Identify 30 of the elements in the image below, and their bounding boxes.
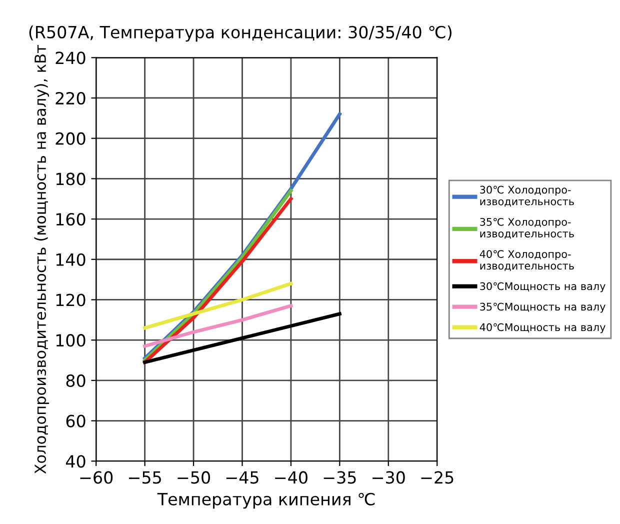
- x-tick-label: −55: [128, 471, 161, 484]
- legend-label: 40℃Мощность на валу: [480, 323, 606, 334]
- legend-label: 40℃ Холодопро- изводительность: [480, 250, 574, 271]
- y-tick-label: 200: [56, 132, 86, 145]
- y-tick-label: 240: [56, 52, 86, 64]
- x-tick-label: −60: [80, 471, 113, 484]
- y-tick-label: 100: [56, 334, 86, 347]
- legend-label: 35℃Мощность на валу: [480, 302, 606, 313]
- line-series: [143, 304, 293, 348]
- x-tick-label: −45: [226, 471, 258, 484]
- y-tick-label: 140: [56, 253, 86, 266]
- y-tick-label: 40: [66, 455, 86, 468]
- line-series: [143, 282, 293, 330]
- y-tick-label: 60: [66, 414, 86, 428]
- y-tick-label: 180: [56, 172, 86, 186]
- y-tick-label: 220: [56, 92, 86, 105]
- chart-title: (R507A, Температура конденсации: 30/35/40 ℃): [29, 26, 452, 42]
- x-tick-label: −40: [275, 471, 308, 484]
- y-tick-label: 120: [56, 294, 86, 306]
- legend-label: 30℃ Холодопро- изводительность: [480, 186, 574, 207]
- y-tick-label: 160: [56, 212, 86, 226]
- y-tick-label: 80: [66, 374, 86, 387]
- legend-label: 30℃Мощность на валу: [480, 282, 606, 292]
- y-axis-title: Холодопроизводительность (мощность на валу), кВт: [34, 44, 50, 474]
- x-tick-label: −25: [421, 471, 454, 484]
- legend-label: 35℃ Холодопро- изводительность: [480, 218, 574, 239]
- x-tick-label: −30: [372, 471, 405, 484]
- x-axis-title: Температура кипения ℃: [157, 492, 375, 509]
- x-tick-label: −50: [178, 471, 210, 484]
- x-tick-label: −35: [324, 471, 356, 484]
